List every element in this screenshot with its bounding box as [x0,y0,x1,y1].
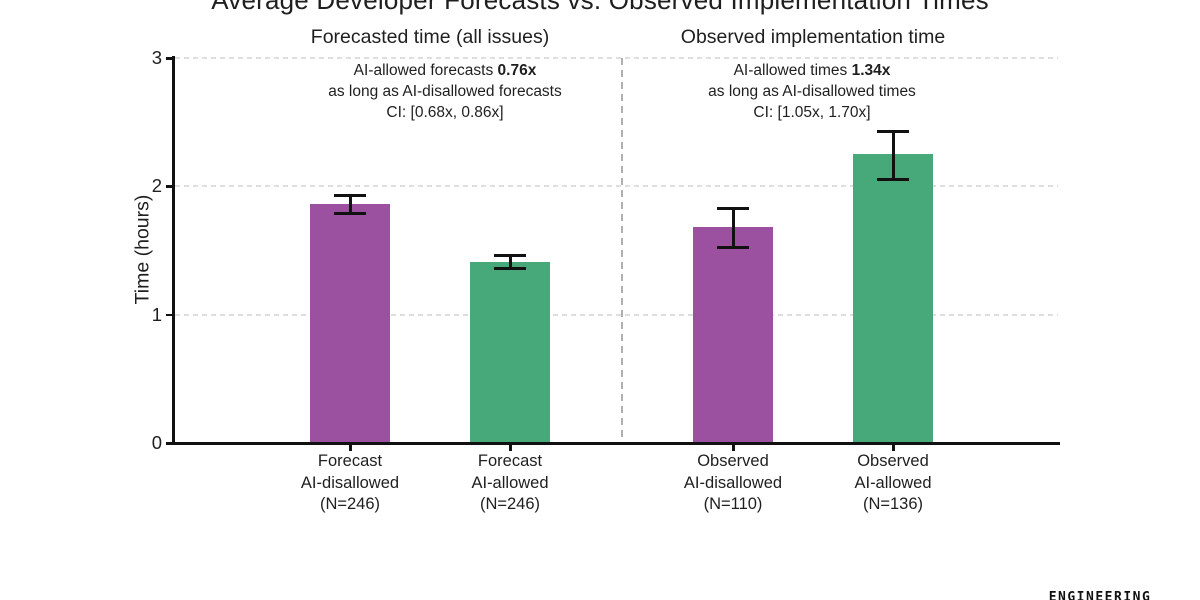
panel-annotation: AI-allowed times 1.34x as long as AI-disa… [708,60,916,123]
x-category-label-line: Forecast [477,452,543,470]
bar-observed-ai-disallowed [693,227,773,443]
x-axis-tick [509,445,512,451]
chart-title: Average Developer Forecasts vs. Observed… [211,0,989,15]
annotation-ratio-line: AI-allowed times 1.34x [733,62,891,79]
annotation-comparison-line: as long as AI-disallowed forecasts [328,83,562,100]
panel-subtitle: Forecasted time (all issues) [310,26,550,48]
x-axis-tick [732,445,735,451]
x-category-label-line: AI-allowed [854,473,932,492]
error-bar-cap-bottom [717,246,749,250]
y-axis-tick [166,185,175,188]
y-gridline [175,57,1058,59]
x-category-label-line: AI-allowed [471,473,549,492]
error-bar-line [891,131,895,180]
bar-observed-ai-allowed [853,154,933,443]
error-bar-line [348,195,352,214]
bar-forecast-ai-allowed [470,262,550,443]
x-category-label-line: AI-disallowed [683,473,783,492]
x-category-label-line: Observed [697,452,769,470]
x-category-label-line: AI-disallowed [300,473,400,492]
y-tick-label: 0 [151,432,162,453]
brand-logo-text: ENGINEERING [1048,590,1152,600]
y-axis-line [172,56,175,445]
y-axis-tick [166,57,175,60]
y-tick-label: 1 [151,303,162,325]
y-axis-tick [166,442,175,445]
annotation-ratio-line: AI-allowed forecasts 0.76x [353,62,537,79]
x-category-label: Observed AI-disallowed (N=110) [684,451,782,516]
y-axis-tick [166,313,175,317]
bar-forecast-ai-disallowed [310,204,390,443]
error-bar-cap-top [334,193,366,197]
x-category-label-line: (N=110) [703,495,763,513]
x-axis-tick [349,445,352,451]
annotation-ci-line: CI: [0.68x, 0.86x] [386,104,504,121]
x-category-label-line: (N=136) [862,495,924,513]
x-axis-line [172,442,1060,445]
x-category-label: Forecast AI-allowed (N=246) [471,451,548,516]
x-category-label: Observed AI-allowed (N=136) [854,451,931,516]
y-tick-label: 3 [151,47,162,68]
x-category-label-line: Observed [857,452,929,470]
error-bar-cap-bottom [334,211,366,215]
panel-annotation: AI-allowed forecasts 0.76x as long as AI-… [328,60,561,123]
panel-divider-line [621,58,623,443]
x-axis-tick [892,445,895,451]
x-category-label: Forecast AI-disallowed (N=246) [301,451,399,516]
x-category-label-line: (N=246) [479,495,541,513]
error-bar-cap-top [877,129,909,133]
y-gridline [175,185,1058,188]
annotation-comparison-line: as long as AI-disallowed times [708,83,916,100]
error-bar-line [508,255,512,269]
panel-subtitle: Observed implementation time [680,26,946,48]
y-gridline [175,313,1058,316]
x-category-label-line: (N=246) [319,495,381,513]
error-bar-cap-bottom [494,266,526,270]
x-category-label-line: Forecast [317,452,383,470]
error-bar-line [731,208,735,248]
error-bar-cap-bottom [877,178,909,182]
y-axis-title: Time (hours) [131,194,154,305]
annotation-ci-line: CI: [1.05x, 1.70x] [753,104,871,121]
error-bar-cap-top [717,206,749,210]
error-bar-cap-top [494,254,526,258]
y-tick-label: 2 [151,175,162,197]
